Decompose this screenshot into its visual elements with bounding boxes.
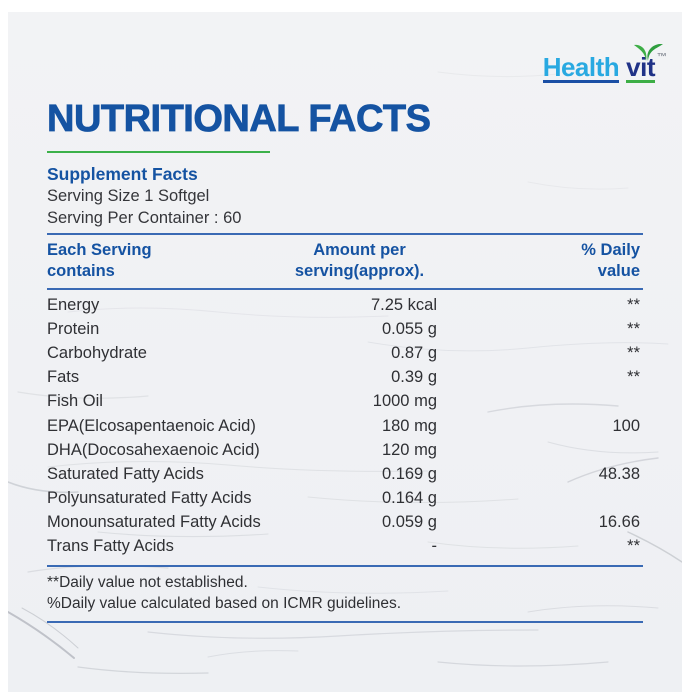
table-row: Fats 0.39 g ** [47,366,643,390]
nutrient-daily-value: 100 [612,416,640,435]
nutrient-daily-value: 48.38 [598,464,640,483]
label-panel: Health vit ™ NUTRITIONAL FACTS Supplemen… [8,12,682,692]
nutrient-daily-value: 16.66 [598,513,640,532]
nutrient-amount: 120 mg [381,440,437,459]
serving-size-text: Serving Size 1 Softgel [47,187,210,205]
nutrient-name: Fats [47,368,80,387]
logo-vit-text: vit [626,43,664,83]
nutrient-daily-value: ** [627,295,640,314]
table-row: Protein 0.055 g ** [47,317,643,341]
table-row: Trans Fatty Acids - ** [47,535,643,559]
header-amount-per-serving: Amount per serving(approx). [294,241,425,280]
nutrient-amount: 0.055 g [381,319,437,338]
nutrient-amount: 0.164 g [381,489,437,508]
leaf-icon [633,41,664,63]
table-body: Energy 7.25 kcal ** Protein 0.055 g ** C… [47,290,643,568]
nutrient-name: DHA(Docosahexaenoic Acid) [47,440,260,459]
nutrient-name: Carbohydrate [47,343,147,362]
supplement-facts-heading: Supplement Facts [47,164,198,184]
nutrient-name: Trans Fatty Acids [47,537,174,556]
nutrient-amount: 0.059 g [381,513,437,532]
healthvit-logo: Health vit ™ [542,43,667,83]
table-row: Polyunsaturated Fatty Acids 0.164 g [47,487,643,511]
nutrient-amount: 0.39 g [391,368,437,387]
table-row: Carbohydrate 0.87 g ** [47,341,643,365]
nutrient-daily-value: ** [627,537,640,556]
nutrient-name: Saturated Fatty Acids [47,464,204,483]
nutrient-amount: 180 mg [381,416,437,435]
footnotes: **Daily value not established. %Daily va… [47,567,643,624]
nutrition-table: Each Serving contains Amount per serving… [47,233,643,624]
nutrient-amount: 0.87 g [391,343,437,362]
nutrient-name: Monounsaturated Fatty Acids [47,513,261,532]
logo-health-text: Health [542,52,620,83]
table-row: Monounsaturated Fatty Acids 0.059 g 16.6… [47,511,643,535]
nutrient-daily-value: ** [627,368,640,387]
serving-per-container-text: Serving Per Container : 60 [47,209,242,227]
footnote-daily-value: **Daily value not established. [47,574,248,592]
nutrient-name: Polyunsaturated Fatty Acids [47,489,252,508]
table-row: EPA(Elcosapentaenoic Acid) 180 mg 100 [47,414,643,438]
trademark-symbol: ™ [657,52,667,63]
nutrient-name: Energy [47,295,100,314]
nutrient-daily-value: ** [627,343,640,362]
header-each-serving: Each Serving contains [47,241,152,280]
table-row: DHA(Docosahexaenoic Acid) 120 mg [47,438,643,462]
nutrient-amount: - [431,537,438,556]
nutrient-amount: 0.169 g [381,464,437,483]
nutrient-daily-value: ** [627,319,640,338]
nutrient-name: Protein [47,319,100,338]
nutrient-name: Fish Oil [47,392,103,411]
page-title: NUTRITIONAL FACTS [47,98,432,141]
header-percent-daily-value: % Daily value [581,241,640,280]
nutrient-amount: 1000 mg [372,392,437,411]
table-row: Energy 7.25 kcal ** [47,293,643,317]
table-header: Each Serving contains Amount per serving… [47,235,643,290]
nutrient-amount: 7.25 kcal [370,295,437,314]
footnote-icmr: %Daily value calculated based on ICMR gu… [47,595,402,613]
table-row: Fish Oil 1000 mg [47,390,643,414]
table-row: Saturated Fatty Acids 0.169 g 48.38 [47,462,643,486]
nutrient-name: EPA(Elcosapentaenoic Acid) [47,416,256,435]
title-underline [47,151,270,153]
